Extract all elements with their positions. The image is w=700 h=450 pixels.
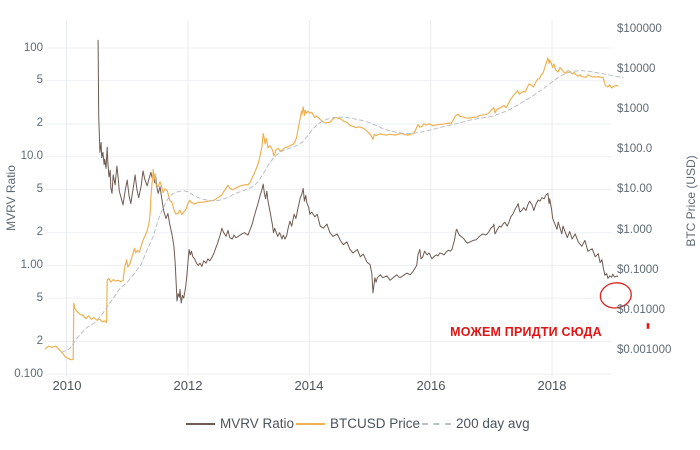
y-left-tick-label: 10.0	[20, 150, 43, 162]
legend: MVRV Ratio BTCUSD Price 200 day avg	[186, 416, 532, 431]
x-tick-label: 2014	[294, 378, 324, 393]
y-right-tick-label: $0.01000	[617, 304, 665, 316]
legend-label: 200 day avg	[456, 416, 530, 431]
annotation-circle	[599, 282, 632, 309]
series-line-btcusd-price[interactable]	[44, 57, 619, 361]
y-right-tick-label: $10.00	[617, 183, 653, 195]
annotation-red-mark	[646, 323, 650, 329]
y-left-tick-label: 2	[36, 117, 43, 129]
y-left-tick-label: 5	[36, 292, 43, 304]
y-right-tick-label: $10000	[617, 63, 656, 75]
legend-swatch	[296, 422, 326, 425]
legend-item-btcusd-price[interactable]: BTCUSD Price	[296, 416, 420, 431]
series-line-mvrv-ratio[interactable]	[97, 39, 619, 304]
y-left-tick-label: 0.100	[14, 368, 43, 380]
y-left-tick-label: 2	[36, 335, 43, 347]
y-left-tick-label: 1.00	[20, 259, 43, 271]
y-left-tick-label: 5	[36, 74, 43, 86]
right-axis-title: BTC Price (USD)	[684, 155, 698, 247]
x-tick-label: 2016	[416, 378, 446, 393]
y-right-tick-label: $100.0	[617, 143, 653, 155]
legend-label: BTCUSD Price	[330, 416, 421, 431]
series-line-200-day-avg[interactable]	[61, 70, 624, 353]
legend-swatch	[422, 422, 452, 425]
legend-swatch	[186, 422, 215, 425]
legend-item-200-day-avg[interactable]: 200 day avg	[422, 416, 530, 431]
legend-item-mvrv-ratio[interactable]: MVRV Ratio	[186, 416, 294, 431]
y-left-tick-label: 2	[36, 226, 43, 238]
left-axis-title: MVRV Ratio	[4, 165, 18, 231]
annotation-shapes	[599, 282, 650, 329]
legend-label: MVRV Ratio	[220, 416, 295, 431]
y-left-tick-label: 5	[36, 183, 43, 195]
series-lines	[44, 39, 624, 361]
y-right-tick-label: $0.001000	[617, 344, 672, 356]
gridlines	[45, 20, 612, 377]
x-tick-label: 2018	[537, 378, 567, 393]
x-tick-label: 2012	[173, 378, 203, 393]
y-right-tick-label: $0.1000	[617, 264, 659, 276]
annotation-text: МОЖЕМ ПРИДТИ СЮДА	[450, 324, 602, 339]
y-right-tick-label: $1000	[617, 103, 649, 115]
y-left-tick-label: 100	[23, 42, 43, 54]
x-tick-label: 2010	[52, 378, 82, 393]
y-right-tick-label: $1.000	[617, 224, 653, 236]
y-right-tick-label: $100000	[617, 23, 662, 35]
